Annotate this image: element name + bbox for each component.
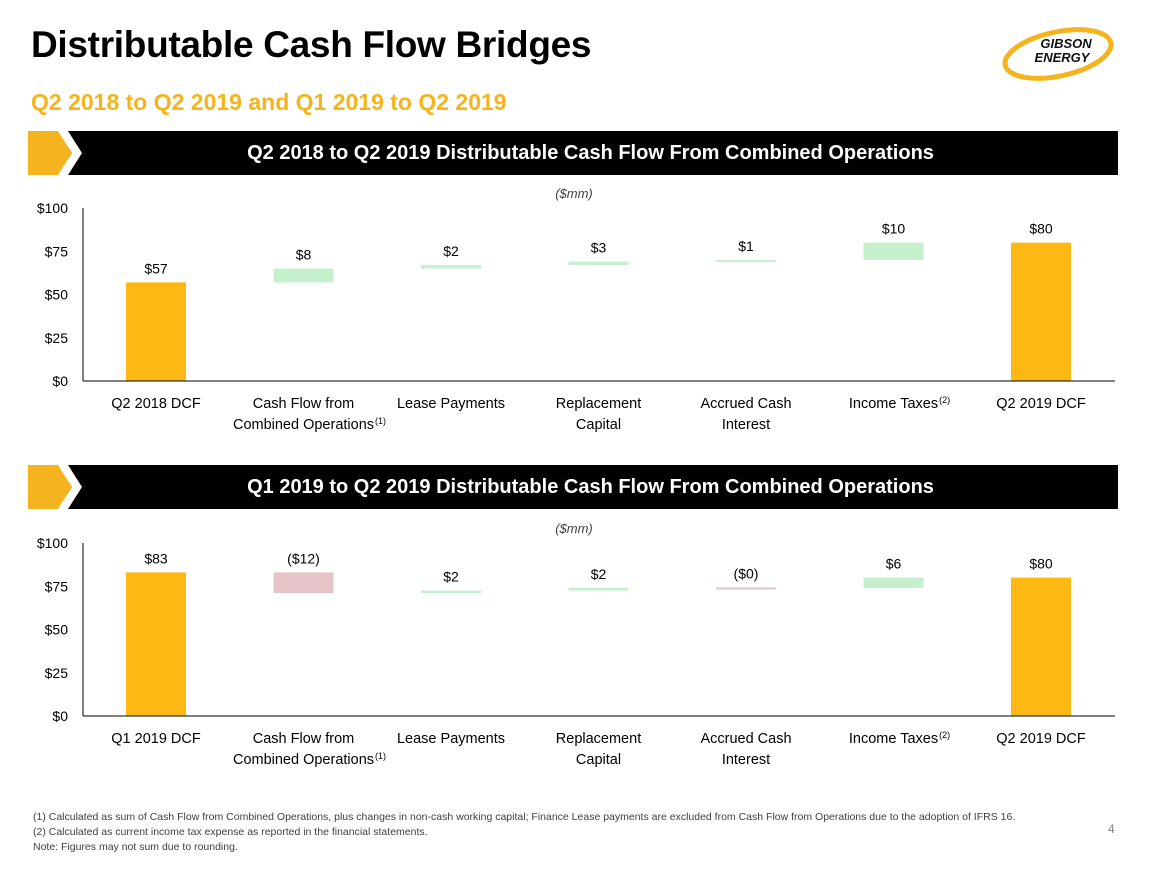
data-label: $6	[886, 556, 902, 572]
data-label: $3	[591, 240, 607, 256]
y-tick-label: $25	[45, 330, 69, 346]
footnotes: (1) Calculated as sum of Cash Flow from …	[33, 810, 1015, 855]
x-category-label: Capital	[576, 752, 621, 768]
bar-total	[126, 282, 186, 381]
x-category-label: Accrued Cash	[700, 396, 791, 412]
chart-1-title: Q2 2018 to Q2 2019 Distributable Cash Fl…	[247, 142, 934, 164]
data-label: ($0)	[734, 565, 759, 581]
x-category-label: Accrued Cash	[700, 731, 791, 747]
x-category-label: Q2 2019 DCF	[996, 731, 1086, 747]
chart-1-svg: ($mm) $0 $25 $50 $75 $100 $57 $8 $2 $3 $1 $10 $80 Q2 …	[37, 186, 1115, 433]
bar-increase	[863, 242, 924, 260]
bar-increase	[421, 265, 481, 269]
y-tick-label: $25	[45, 665, 69, 681]
data-label: $2	[443, 243, 459, 259]
y-tick-label: $0	[52, 708, 68, 724]
data-label: $8	[296, 247, 312, 263]
x-category-label: Lease Payments	[397, 731, 505, 747]
x-category-label: Lease Payments	[397, 396, 505, 412]
bar-increase	[273, 268, 334, 283]
data-label: $1	[738, 238, 754, 254]
bar-total	[1011, 577, 1071, 716]
logo-text-2: ENERGY	[1035, 50, 1091, 65]
chevron-icon	[28, 131, 82, 175]
y-tick-label: $75	[45, 243, 69, 259]
logo-text-1: GIBSON	[1040, 36, 1092, 51]
chart-1-banner: Q2 2018 to Q2 2019 Distributable Cash Fl…	[28, 131, 1118, 175]
chevron-icon	[28, 465, 82, 509]
x-category-label: Q2 2018 DCF	[111, 396, 201, 412]
page-title: Distributable Cash Flow Bridges	[31, 24, 592, 65]
page-subtitle: Q2 2018 to Q2 2019 and Q1 2019 to Q2 201…	[31, 89, 507, 115]
data-label: $83	[144, 550, 168, 566]
x-category-label: Q1 2019 DCF	[111, 731, 201, 747]
chart-2-svg: ($mm) $0 $25 $50 $75 $100 $83 ($12) $2 $2 ($0) $6 $8…	[37, 521, 1115, 768]
y-tick-label: $50	[45, 622, 69, 638]
footnote-marker: (1)	[375, 416, 386, 426]
x-category-label: Combined Operations	[233, 417, 374, 433]
bar-increase	[568, 261, 629, 266]
chart-2: ($mm) $0 $25 $50 $75 $100 $83 ($12) $2 $2 ($0) $6 $8…	[0, 515, 1154, 775]
data-label: $2	[591, 566, 607, 582]
bar-increase	[716, 259, 776, 262]
gibson-energy-logo: GIBSON ENERGY	[1002, 27, 1114, 81]
footnote-marker: (2)	[939, 730, 950, 740]
x-category-label: Interest	[722, 752, 770, 768]
bar-increase	[863, 577, 924, 588]
data-label: $80	[1029, 556, 1053, 572]
bar-decrease	[716, 587, 776, 590]
chart-2-title: Q1 2019 to Q2 2019 Distributable Cash Fl…	[247, 476, 934, 498]
x-category-label: Income Taxes	[849, 731, 938, 747]
bar-total	[1011, 242, 1071, 381]
footnote-marker: (1)	[375, 751, 386, 761]
bar-decrease	[273, 572, 334, 594]
chart-1: ($mm) $0 $25 $50 $75 $100 $57 $8 $2 $3 $1 $10 $80 Q2 …	[0, 180, 1154, 440]
bar-increase	[568, 587, 629, 591]
data-label: $57	[144, 260, 168, 276]
x-category-label: Cash Flow from	[253, 396, 355, 412]
x-category-label: Replacement	[556, 396, 641, 412]
footnote-marker: (2)	[939, 395, 950, 405]
x-category-label: Replacement	[556, 731, 641, 747]
data-label: $10	[882, 221, 906, 237]
footnote-2: (2) Calculated as current income tax exp…	[33, 826, 428, 838]
y-tick-label: $0	[52, 373, 68, 389]
footnote-1: (1) Calculated as sum of Cash Flow from …	[33, 811, 1016, 823]
x-category-label: Combined Operations	[233, 752, 374, 768]
y-tick-label: $100	[37, 535, 68, 551]
data-label: $80	[1029, 221, 1053, 237]
y-tick-label: $50	[45, 287, 69, 303]
unit-label: ($mm)	[555, 186, 593, 201]
x-category-label: Cash Flow from	[253, 731, 355, 747]
data-label: $2	[443, 569, 459, 585]
x-category-label: Capital	[576, 417, 621, 433]
footnote-note: Note: Figures may not sum due to roundin…	[33, 841, 238, 853]
x-category-label: Q2 2019 DCF	[996, 396, 1086, 412]
bar-increase	[421, 590, 481, 594]
x-category-label: Interest	[722, 417, 770, 433]
page-number: 4	[1108, 822, 1115, 836]
y-tick-label: $75	[45, 578, 69, 594]
bar-total	[126, 572, 186, 716]
x-category-label: Income Taxes	[849, 396, 938, 412]
y-tick-label: $100	[37, 200, 68, 216]
data-label: ($12)	[287, 550, 320, 566]
unit-label: ($mm)	[555, 521, 593, 536]
chart-2-banner: Q1 2019 to Q2 2019 Distributable Cash Fl…	[28, 465, 1118, 509]
